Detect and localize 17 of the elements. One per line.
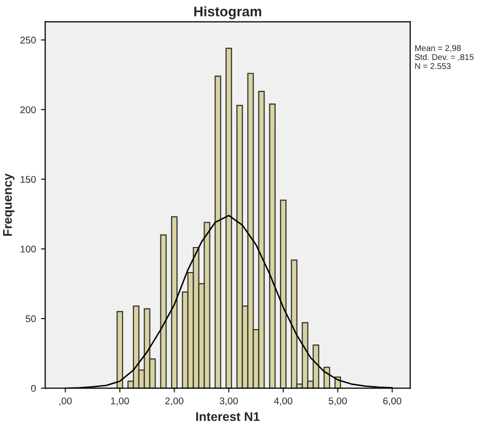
x-tick-label: 3,00 <box>220 397 238 406</box>
x-tick-label: 2,00 <box>165 397 184 406</box>
y-axis-title: Frequency <box>3 173 14 236</box>
y-tick-label: 200 <box>20 106 36 114</box>
y-tick-label: 0 <box>31 384 36 392</box>
text: Mean = 2,98 Std. Dev. = ,815 N = 2.553 <box>414 45 474 70</box>
chart-title: Histogram <box>194 6 262 20</box>
y-tick-label: 150 <box>20 176 36 183</box>
x-axis-title: Interest N1 <box>196 412 260 422</box>
y-tick-label: 100 <box>20 246 36 253</box>
x-tick-label: 5,00 <box>328 397 347 406</box>
y-tick-label: 250 <box>20 36 36 44</box>
x-tick-label: 4,00 <box>274 397 292 406</box>
x-tick-label: 6,00 <box>383 397 402 406</box>
x-tick-label: 1,00 <box>111 397 129 406</box>
y-tick-label: 50 <box>26 315 36 322</box>
x-tick-label: ,00 <box>59 397 72 406</box>
